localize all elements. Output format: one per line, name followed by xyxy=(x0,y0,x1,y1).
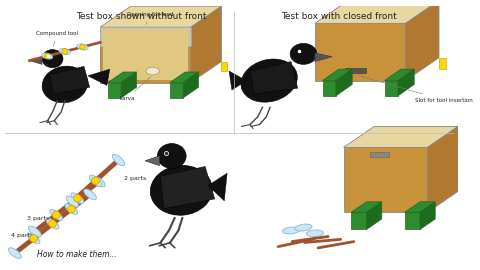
Polygon shape xyxy=(351,202,382,212)
Ellipse shape xyxy=(42,66,88,103)
Ellipse shape xyxy=(295,224,312,231)
Polygon shape xyxy=(439,58,446,69)
Polygon shape xyxy=(323,69,352,81)
Polygon shape xyxy=(160,167,215,208)
Polygon shape xyxy=(398,69,414,96)
Ellipse shape xyxy=(306,230,324,237)
Polygon shape xyxy=(315,53,332,62)
Polygon shape xyxy=(336,69,352,96)
Ellipse shape xyxy=(150,166,212,215)
Polygon shape xyxy=(170,72,199,83)
Ellipse shape xyxy=(46,218,59,229)
Ellipse shape xyxy=(89,175,102,187)
Text: Test box with closed front: Test box with closed front xyxy=(281,12,396,21)
Polygon shape xyxy=(221,62,227,71)
Polygon shape xyxy=(384,81,398,96)
Polygon shape xyxy=(420,202,435,230)
Ellipse shape xyxy=(73,194,81,202)
Ellipse shape xyxy=(65,204,78,214)
Text: Larva: Larva xyxy=(120,77,151,101)
Ellipse shape xyxy=(68,205,75,213)
FancyBboxPatch shape xyxy=(370,152,389,157)
Ellipse shape xyxy=(28,226,41,237)
Text: How to make them...: How to make them... xyxy=(36,249,116,259)
Ellipse shape xyxy=(48,220,56,228)
Polygon shape xyxy=(108,83,121,98)
Polygon shape xyxy=(384,69,414,81)
Polygon shape xyxy=(88,69,110,85)
Polygon shape xyxy=(100,27,191,46)
Polygon shape xyxy=(208,173,227,201)
Text: 4 parts: 4 parts xyxy=(12,233,34,238)
Ellipse shape xyxy=(42,53,53,59)
Polygon shape xyxy=(344,126,458,147)
Ellipse shape xyxy=(157,144,186,168)
Polygon shape xyxy=(315,1,439,23)
Text: 2 parts: 2 parts xyxy=(124,176,146,181)
Ellipse shape xyxy=(9,248,21,258)
Polygon shape xyxy=(49,66,90,94)
Polygon shape xyxy=(229,71,246,90)
Polygon shape xyxy=(103,30,188,80)
Text: Compound tool: Compound tool xyxy=(36,31,78,46)
Polygon shape xyxy=(250,62,298,94)
Polygon shape xyxy=(191,6,221,83)
Text: Opening for food: Opening for food xyxy=(127,12,173,25)
Polygon shape xyxy=(405,212,420,230)
Ellipse shape xyxy=(241,59,297,102)
Ellipse shape xyxy=(92,177,99,185)
Polygon shape xyxy=(344,147,428,212)
Polygon shape xyxy=(428,126,458,212)
Ellipse shape xyxy=(30,235,37,242)
Polygon shape xyxy=(315,23,406,81)
Ellipse shape xyxy=(283,227,300,234)
FancyBboxPatch shape xyxy=(346,68,367,73)
Ellipse shape xyxy=(290,43,317,64)
Ellipse shape xyxy=(60,48,71,55)
Polygon shape xyxy=(406,1,439,81)
Text: Slot for tool insertion: Slot for tool insertion xyxy=(359,76,473,103)
Polygon shape xyxy=(100,6,221,27)
Ellipse shape xyxy=(146,67,159,75)
Ellipse shape xyxy=(50,210,62,220)
Text: Test box shown without front: Test box shown without front xyxy=(76,12,206,21)
Polygon shape xyxy=(323,81,336,96)
Ellipse shape xyxy=(42,50,63,68)
Polygon shape xyxy=(351,212,367,230)
Polygon shape xyxy=(145,156,159,166)
Ellipse shape xyxy=(77,44,88,50)
Ellipse shape xyxy=(66,196,79,207)
Ellipse shape xyxy=(52,211,60,219)
Polygon shape xyxy=(170,83,183,98)
Ellipse shape xyxy=(80,44,85,50)
Polygon shape xyxy=(367,202,382,230)
Polygon shape xyxy=(405,202,435,212)
Ellipse shape xyxy=(71,193,84,204)
Ellipse shape xyxy=(93,176,105,187)
Ellipse shape xyxy=(44,53,50,59)
Polygon shape xyxy=(183,72,199,98)
Polygon shape xyxy=(108,72,136,83)
Polygon shape xyxy=(100,27,191,83)
Polygon shape xyxy=(121,72,136,98)
Text: 3 parts: 3 parts xyxy=(27,216,49,221)
Ellipse shape xyxy=(84,189,96,200)
Ellipse shape xyxy=(112,154,125,166)
Ellipse shape xyxy=(27,233,40,244)
Polygon shape xyxy=(30,57,42,64)
Ellipse shape xyxy=(62,49,68,54)
